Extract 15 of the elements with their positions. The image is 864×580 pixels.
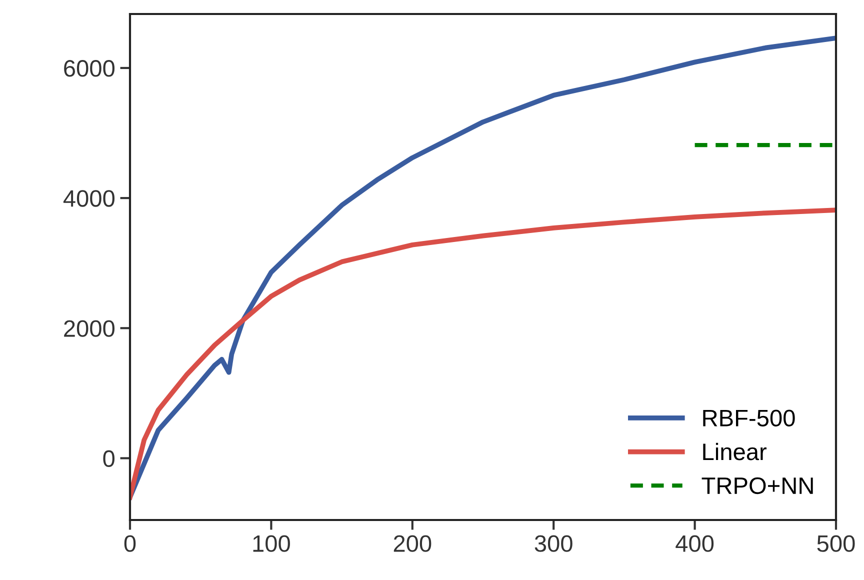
x-tick-label: 100 — [253, 535, 290, 552]
y-tick-label: 6000 — [64, 60, 114, 77]
legend-label: RBF-500 — [703, 410, 795, 426]
x-tick-label: 0 — [124, 535, 136, 552]
legend-label: Linear — [703, 442, 767, 460]
legend-label: TRPO+NN — [702, 477, 813, 494]
x-tick-label: 200 — [394, 535, 432, 552]
y-tick-label: 2000 — [64, 320, 114, 337]
x-tick-label: 400 — [676, 535, 714, 552]
line-series — [130, 36, 836, 500]
x-tick-label: 300 — [534, 535, 572, 552]
line-series — [130, 208, 836, 500]
x-tick-label: 500 — [817, 535, 855, 552]
y-tick-label: 0 — [103, 450, 114, 467]
y-tick-label: 4000 — [63, 190, 114, 207]
